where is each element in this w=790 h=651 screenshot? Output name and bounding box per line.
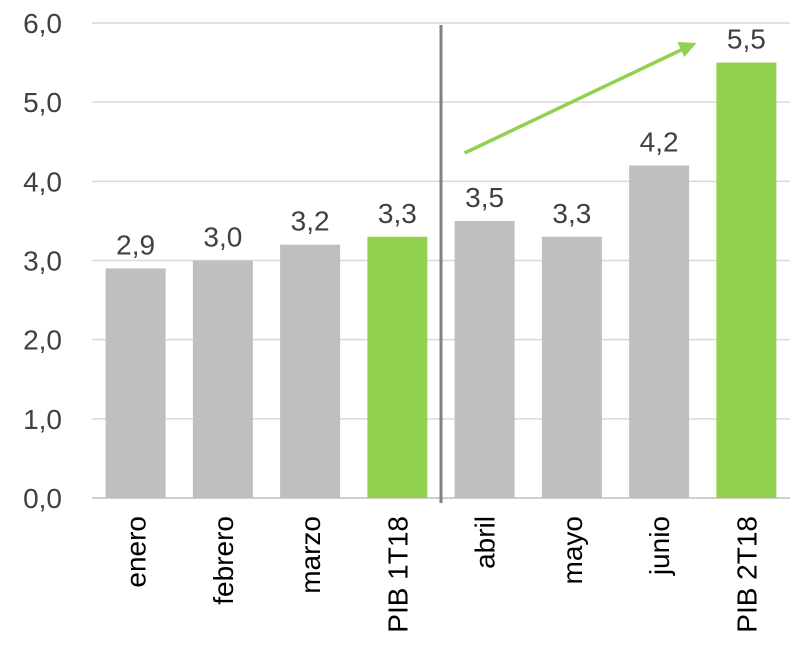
data-label: 5,5 [727, 24, 766, 55]
data-label: 3,2 [291, 206, 330, 237]
data-label: 2,9 [116, 229, 155, 260]
data-label: 3,0 [203, 222, 242, 253]
y-axis-tick-labels: 0,0 1,0 2,0 3,0 4,0 5,0 6,0 [23, 8, 62, 514]
data-label: 3,5 [465, 182, 504, 213]
category-label: marzo [295, 516, 326, 594]
y-tick-label: 2,0 [23, 325, 62, 356]
data-label: 3,3 [552, 198, 591, 229]
annotations [439, 25, 697, 503]
category-label: febrero [208, 516, 239, 605]
category-label: PIB 2T18 [731, 516, 762, 633]
bar-pib-1t18 [367, 236, 428, 498]
category-label: mayo [557, 516, 588, 584]
bar-mayo [541, 236, 602, 498]
y-tick-label: 4,0 [23, 166, 62, 197]
category-label: PIB 1T18 [382, 516, 413, 633]
y-tick-label: 6,0 [23, 8, 62, 39]
bar-pib-2t18 [716, 62, 777, 498]
data-labels: 2,9 3,0 3,2 3,3 3,5 3,3 4,2 5,5 [116, 24, 766, 261]
data-label: 4,2 [640, 127, 679, 158]
y-tick-label: 1,0 [23, 404, 62, 435]
bar-enero [105, 268, 166, 498]
bars [105, 62, 777, 498]
category-label: junio [644, 516, 675, 576]
bar-febrero [192, 260, 253, 498]
bar-marzo [280, 244, 341, 498]
category-labels: enero febrero marzo PIB 1T18 abril mayo junio P… [121, 516, 763, 633]
y-tick-label: 3,0 [23, 246, 62, 277]
category-label: abril [470, 516, 501, 569]
data-label: 3,3 [378, 198, 417, 229]
bar-junio [629, 165, 690, 498]
category-label: enero [121, 516, 152, 588]
trend-arrow-head [677, 42, 697, 57]
y-tick-label: 0,0 [23, 483, 62, 514]
bar-abril [454, 220, 515, 498]
y-tick-label: 5,0 [23, 87, 62, 118]
trend-arrow-line [463, 45, 688, 155]
